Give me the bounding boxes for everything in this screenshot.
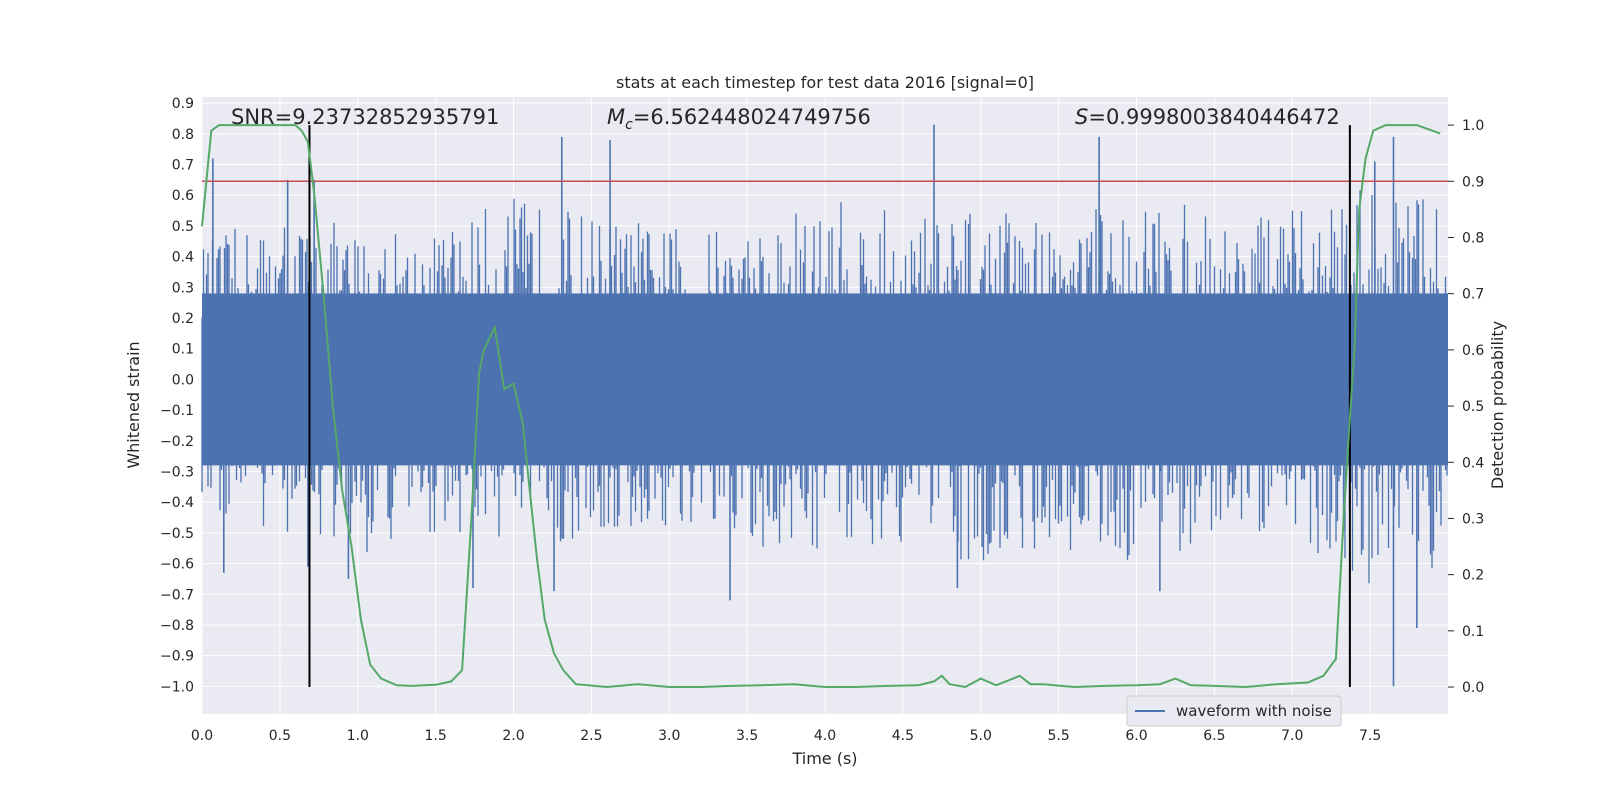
y-tick-label: −1.0: [160, 679, 194, 695]
y2-tick-label: 0.3: [1462, 511, 1484, 527]
chart-title: stats at each timestep for test data 201…: [616, 73, 1034, 92]
y2-tick-label: 0.6: [1462, 343, 1484, 359]
y-tick-label: −0.2: [160, 434, 194, 450]
y-tick-label: 0.0: [172, 372, 194, 388]
y-tick-label: 0.7: [172, 158, 194, 174]
x-tick-label: 3.5: [736, 728, 758, 744]
y-tick-label: −0.1: [160, 403, 194, 419]
legend-label-waveform: waveform with noise: [1176, 702, 1332, 720]
x-tick-label: 1.5: [424, 728, 446, 744]
y2-tick-label: 0.5: [1462, 399, 1484, 415]
y-axis-left: 0.9 0.8 0.7 0.6 0.5 0.4 0.3 0.2 0.1 0.0 −0.1 −0.2 −0…: [160, 96, 194, 695]
s-annotation: S=0.9998003840446472: [1075, 105, 1340, 129]
x-tick-label: 0.0: [191, 728, 213, 744]
x-tick-label: 5.5: [1047, 728, 1069, 744]
y-tick-label: −0.5: [160, 526, 194, 542]
x-tick-label: 1.0: [347, 728, 369, 744]
y2-tick-label: 0.9: [1462, 174, 1484, 190]
y2-tick-label: 0.1: [1462, 624, 1484, 640]
y2-tick-label: 0.8: [1462, 230, 1484, 246]
y-tick-label: 0.1: [172, 342, 194, 358]
x-axis: 0.0 0.5 1.0 1.5 2.0 2.5 3.0 3.5 4.0 4.5 5.0 5.5 6.0 6…: [191, 728, 1381, 744]
y-tick-label: 0.3: [172, 280, 194, 296]
y-tick-label: −0.6: [160, 557, 194, 573]
s-value: =0.9998003840446472: [1088, 105, 1339, 129]
y-tick-label: −0.8: [160, 618, 194, 634]
y-tick-label: −0.3: [160, 464, 194, 480]
s-symbol: S: [1075, 105, 1088, 129]
x-tick-label: 4.0: [814, 728, 836, 744]
x-tick-label: 0.5: [269, 728, 291, 744]
x-tick-label: 7.0: [1281, 728, 1303, 744]
chirp-mass-value: =6.562448024749756: [633, 105, 871, 129]
y2-tick-label: 0.0: [1462, 680, 1484, 696]
y-tick-label: 0.9: [172, 96, 194, 112]
x-tick-label: 3.0: [658, 728, 680, 744]
x-axis-label: Time (s): [791, 749, 857, 768]
probability-series-line: [201, 124, 1441, 689]
x-tick-label: 5.0: [970, 728, 992, 744]
y-axis-label: Whitened strain: [124, 341, 143, 468]
waveform-series: [201, 124, 1448, 687]
chirp-mass-annotation: Mc=6.562448024749756: [607, 105, 871, 133]
y-tick-label: 0.6: [172, 188, 194, 204]
y-tick-label: 0.5: [172, 219, 194, 235]
waveform-noise: [201, 190, 1448, 584]
y-tick-label: 0.2: [172, 311, 194, 327]
y-tick-label: −0.9: [160, 649, 194, 665]
y-tick-label: 0.4: [172, 250, 194, 266]
y-tick-label: −0.4: [160, 495, 194, 511]
x-tick-label: 2.0: [502, 728, 524, 744]
chirp-mass-subscript: c: [625, 117, 633, 133]
y2-tick-label: 0.7: [1462, 287, 1484, 303]
y2-tick-label: 0.2: [1462, 568, 1484, 584]
y-tick-label: −0.7: [160, 587, 194, 603]
legend-box: [1126, 695, 1342, 727]
x-tick-label: 6.0: [1125, 728, 1147, 744]
x-tick-label: 6.5: [1203, 728, 1225, 744]
x-tick-label: 2.5: [580, 728, 602, 744]
y2-tick-label: 0.4: [1462, 455, 1484, 471]
y2-axis-label: Detection probability: [1488, 321, 1507, 489]
x-tick-label: 4.5: [892, 728, 914, 744]
y2-tick-label: 1.0: [1462, 118, 1484, 134]
y-axis-right: 1.0 0.9 0.8 0.7 0.6 0.5 0.4 0.3 0.2 0.1 0.0: [1448, 118, 1484, 696]
y-tick-label: 0.8: [172, 127, 194, 143]
chirp-mass-symbol: M: [607, 105, 625, 129]
x-tick-label: 7.5: [1359, 728, 1381, 744]
snr-annotation: SNR=9.23732852935791: [231, 105, 499, 129]
legend: waveform with noise: [1126, 695, 1342, 727]
